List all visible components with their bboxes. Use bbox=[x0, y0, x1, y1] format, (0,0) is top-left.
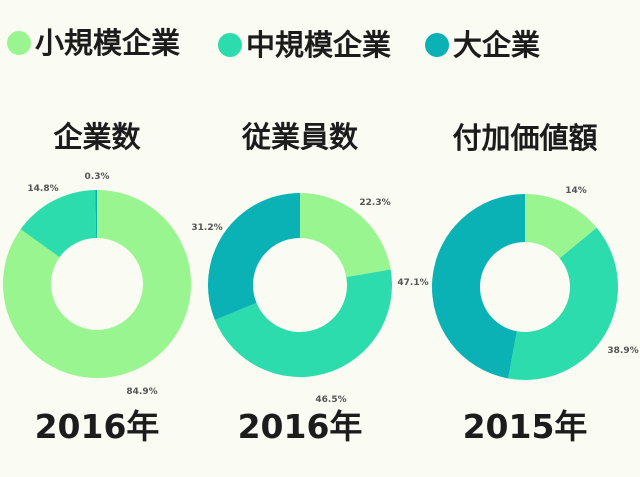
chart-year: 2015年 bbox=[463, 407, 588, 446]
legend-swatch-large bbox=[425, 33, 449, 57]
donut-slice-small bbox=[3, 190, 192, 378]
chart-title: 企業数 bbox=[53, 120, 141, 154]
data-label-large: 47.1% bbox=[397, 278, 428, 288]
data-label-medium: 46.5% bbox=[315, 395, 346, 405]
donut-slice-small bbox=[525, 194, 597, 259]
donut-slice-large bbox=[95, 190, 97, 239]
legend-swatch-small bbox=[7, 31, 31, 55]
donut-slice-small bbox=[300, 193, 391, 278]
legend-item-small: 小規模企業 bbox=[7, 26, 180, 60]
legend-label-small: 小規模企業 bbox=[35, 26, 180, 60]
data-label-large: 31.2% bbox=[191, 223, 222, 233]
legend: 小規模企業 中規模企業 大企業 bbox=[7, 26, 540, 62]
data-label-large: 0.3% bbox=[85, 172, 110, 182]
data-label-medium: 38.9% bbox=[607, 346, 638, 356]
chart-title: 付加価値額 bbox=[452, 121, 597, 155]
legend-item-medium: 中規模企業 bbox=[218, 28, 391, 62]
donut-slice-large bbox=[208, 193, 300, 320]
legend-swatch-medium bbox=[218, 33, 242, 57]
donut-chart-2: 従業員数 22.3% 46.5% 31.2% 2016年 bbox=[191, 120, 392, 446]
chart-title: 従業員数 bbox=[241, 120, 359, 154]
donut-chart-1: 企業数 84.9% 14.8% 0.3% 2016年 bbox=[3, 120, 192, 446]
chart-year: 2016年 bbox=[35, 407, 160, 446]
donut-chart-3: 付加価値額 14% 38.9% 47.1% 2015年 bbox=[397, 121, 638, 446]
chart-year: 2016年 bbox=[238, 407, 363, 446]
legend-item-large: 大企業 bbox=[425, 28, 540, 62]
donut-slice-large bbox=[431, 194, 525, 379]
data-label-small: 14% bbox=[565, 186, 587, 196]
legend-label-medium: 中規模企業 bbox=[246, 28, 391, 62]
data-label-small: 22.3% bbox=[359, 198, 390, 208]
donut-slice-medium bbox=[20, 190, 97, 258]
data-label-small: 84.9% bbox=[126, 387, 157, 397]
donut-slice-medium bbox=[214, 269, 392, 378]
legend-label-large: 大企業 bbox=[453, 28, 540, 62]
donut-slice-medium bbox=[508, 227, 618, 380]
data-label-medium: 14.8% bbox=[27, 184, 58, 194]
